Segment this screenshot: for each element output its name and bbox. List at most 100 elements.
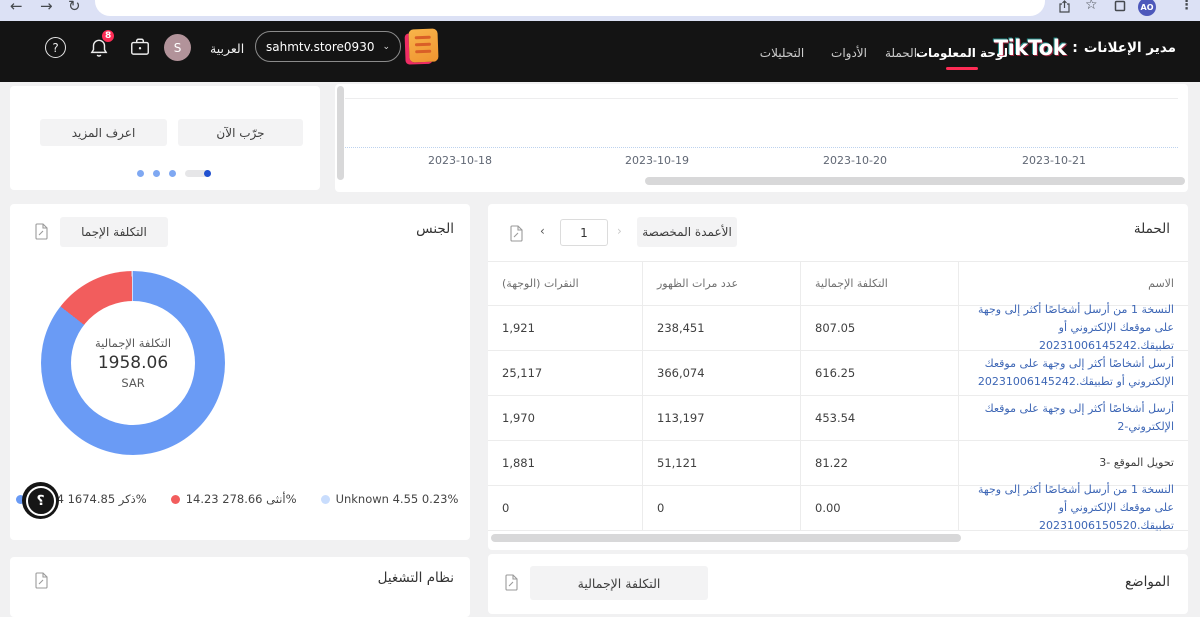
export-icon[interactable] (34, 223, 49, 244)
promo-card: جرّب الآن اعرف المزيد (10, 86, 320, 190)
donut-currency: SAR (121, 376, 145, 390)
os-card-title: نظام التشغيل (377, 570, 454, 586)
legend-item-female[interactable]: 14.23 278.66 أنثى% (170, 492, 297, 506)
account-name: sahmtv.store0930 (265, 39, 375, 54)
gender-metric-dropdown[interactable]: التكلفة الإجما (60, 217, 168, 247)
gender-card-title: الجنس (416, 221, 454, 237)
notifications-bell-icon[interactable] (88, 37, 110, 59)
campaign-name-link[interactable]: النسخة 1 من أرسل أشخاصًا أكثر إلى وجهة ع… (958, 303, 1188, 352)
cell-impressions: 51,121 (642, 441, 800, 486)
brand: TikTok : مدير الإعلانات (994, 36, 1176, 60)
trend-chart-card: 2023-10-18 2023-10-19 2023-10-20 2023-10… (335, 84, 1188, 192)
x-tick: 2023-10-18 (428, 154, 492, 167)
x-tick: 2023-10-20 (823, 154, 887, 167)
tab-dashboard[interactable]: لوحة المعلومات (916, 46, 1008, 60)
horizontal-scrollbar[interactable] (645, 177, 1185, 185)
column-header-impressions[interactable]: عدد مرات الظهور (642, 262, 800, 306)
column-header-clicks[interactable]: النقرات (الوجهة) (488, 262, 642, 306)
legend-dot (16, 494, 25, 504)
table-horizontal-scrollbar[interactable] (491, 534, 961, 542)
learn-more-button[interactable]: اعرف المزيد (40, 119, 167, 146)
carousel-dot[interactable] (137, 170, 144, 177)
donut-metric-label: التكلفة الإجمالية (94, 336, 172, 350)
business-center-icon[interactable] (129, 37, 151, 62)
legend-item-unknown[interactable]: Unknown 4.55 0.23% (320, 492, 458, 506)
browser-profile-avatar[interactable]: AO (1138, 0, 1156, 16)
os-card: نظام التشغيل (10, 557, 470, 617)
cell-clicks: 0 (488, 486, 642, 531)
tiktok-logo: TikTok (993, 36, 1067, 60)
pager-next-icon[interactable]: › (617, 224, 622, 238)
cell-clicks: 1,970 (488, 396, 642, 441)
cell-impressions: 0 (642, 486, 800, 531)
export-icon[interactable] (34, 572, 49, 593)
tab-tools[interactable]: الأدوات (831, 46, 867, 60)
page-number-input[interactable]: 1 (560, 219, 608, 246)
cell-cost: 453.54 (800, 396, 958, 441)
bookmark-star-icon[interactable]: ☆ (1085, 0, 1098, 13)
cell-cost: 807.05 (800, 306, 958, 351)
placements-metric-dropdown[interactable]: التكلفة الإجمالية (530, 566, 708, 600)
column-header-cost[interactable]: التكلفة الإجمالية (800, 262, 958, 306)
cell-cost: 0.00 (800, 486, 958, 531)
legend-dot (320, 494, 330, 504)
campaign-table: النقرات (الوجهة) عدد مرات الظهور التكلفة… (488, 261, 1188, 532)
cell-cost: 616.25 (800, 351, 958, 396)
campaign-name-link[interactable]: أرسل أشخاصًا أكثر إلى وجهة على موقعك الإ… (958, 351, 1188, 396)
carousel-dot-active[interactable] (185, 170, 211, 177)
browser-menu-icon[interactable]: ⋮ (1180, 0, 1193, 13)
placements-card-title: المواضع (1124, 574, 1170, 590)
campaign-name-link[interactable]: النسخة 1 من أرسل أشخاصًا أكثر إلى وجهة ع… (958, 483, 1188, 532)
campaign-card-title: الحملة (1133, 221, 1170, 237)
cell-clicks: 1,881 (488, 441, 642, 486)
tab-campaign[interactable]: الحملة (884, 46, 918, 60)
browser-reload-icon[interactable]: ↻ (68, 0, 81, 15)
app-header: ? 8 S العربية sahmtv.store0930 ⌄ التحليل… (0, 21, 1200, 82)
cell-clicks: 25,117 (488, 351, 642, 396)
column-header-name[interactable]: الاسم (958, 262, 1188, 306)
address-bar[interactable]: ads.tiktok.com/i18n/dashboard?aadvid=728… (95, 0, 1045, 16)
legend-dot (170, 494, 180, 504)
try-now-button[interactable]: جرّب الآن (178, 119, 303, 146)
donut-center: التكلفة الإجمالية 1958.06 SAR (71, 301, 195, 425)
browser-back-icon[interactable]: ← (10, 0, 23, 15)
browser-toolbar: ← → ↻ ads.tiktok.com/i18n/dashboard?aadv… (0, 0, 1200, 21)
carousel-dot[interactable] (153, 170, 160, 177)
cell-impressions: 238,451 (642, 306, 800, 351)
campaign-name-text: تحويل الموقع -3 (958, 441, 1188, 486)
app-title: مدير الإعلانات (1083, 40, 1176, 56)
tab-analytics[interactable]: التحليلات (759, 46, 805, 60)
user-avatar[interactable]: S (164, 34, 191, 61)
brand-separator: : (1072, 40, 1078, 56)
cell-impressions: 366,074 (642, 351, 800, 396)
carousel-dot[interactable] (169, 170, 176, 177)
vertical-scrollbar[interactable] (337, 86, 344, 180)
x-tick: 2023-10-21 (1022, 154, 1086, 167)
placements-card: المواضع التكلفة الإجمالية (488, 554, 1188, 614)
campaign-card: الحملة ‹ 1 › الأعمدة المخصصة النقرات (ال… (488, 204, 1188, 550)
donut-total-value: 1958.06 (97, 353, 169, 373)
custom-columns-button[interactable]: الأعمدة المخصصة (637, 217, 737, 247)
chart-x-axis (345, 147, 1178, 148)
extension-icon[interactable] (1114, 0, 1126, 16)
carousel-dots[interactable] (137, 170, 211, 177)
cell-clicks: 1,921 (488, 306, 642, 351)
url-text: ads.tiktok.com/i18n/dashboard?aadvid=728… (313, 0, 696, 2)
language-selector[interactable]: العربية (210, 41, 245, 56)
export-icon[interactable] (509, 225, 524, 246)
cell-cost: 81.22 (800, 441, 958, 486)
help-icon[interactable]: ? (45, 37, 66, 58)
store-logo (408, 28, 439, 63)
cell-impressions: 113,197 (642, 396, 800, 441)
chart-gridline (345, 98, 1178, 99)
chevron-down-icon: ⌄ (382, 41, 391, 52)
share-icon[interactable] (1058, 0, 1071, 17)
browser-forward-icon[interactable]: → (40, 0, 53, 15)
export-icon[interactable] (504, 574, 519, 595)
x-tick: 2023-10-19 (625, 154, 689, 167)
campaign-name-link[interactable]: أرسل أشخاصًا أكثر إلى وجهة على موقعك الإ… (958, 396, 1188, 441)
help-floating-button[interactable]: ؟ (22, 482, 59, 519)
pager-prev-icon[interactable]: ‹ (540, 224, 545, 238)
gender-legend: 85.54 1674.85 ذكر% 14.23 278.66 أنثى% Un… (16, 492, 458, 506)
account-selector[interactable]: sahmtv.store0930 ⌄ (255, 31, 401, 62)
